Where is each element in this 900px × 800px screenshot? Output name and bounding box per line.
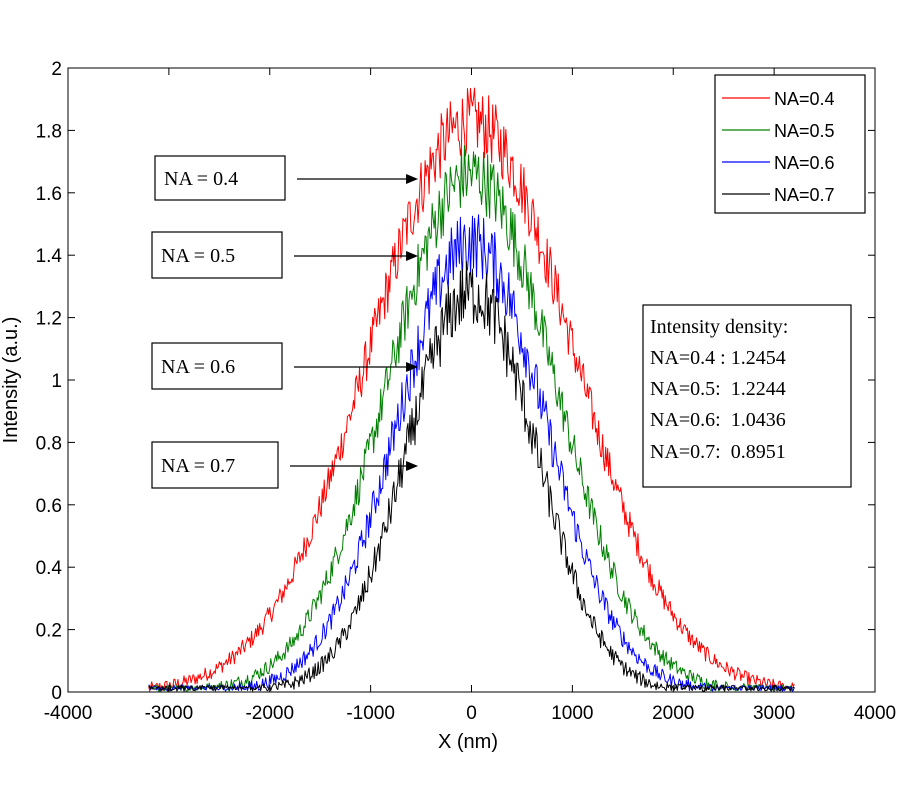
info-line-na05: NA=0.5: 1.2244: [650, 378, 786, 400]
callout-label: NA = 0.5: [161, 245, 235, 267]
callout-arrow-head: [406, 251, 419, 261]
callout-box: [151, 441, 279, 489]
callout-label: NA = 0.7: [161, 455, 235, 477]
legend-label-na06: NA=0.6: [774, 153, 835, 173]
callout-na6: NA = 0.6: [151, 342, 419, 390]
intensity-density-box: Intensity density: NA=0.4 : 1.2454 NA=0.…: [642, 304, 852, 488]
x-tick-label: -1000: [346, 703, 395, 724]
x-tick-label: -4000: [44, 703, 93, 724]
callout-label: NA = 0.6: [161, 356, 235, 378]
info-line-na06: NA=0.6: 1.0436: [650, 409, 786, 431]
legend-box: [714, 74, 866, 214]
series-line-na06: [148, 214, 795, 692]
callout-box: [151, 231, 283, 279]
y-tick-label: 1.2: [36, 309, 62, 330]
x-tick-label: -2000: [245, 703, 294, 724]
y-tick-label: 0.6: [36, 496, 62, 517]
info-box-title: Intensity density:: [650, 316, 788, 338]
legend: NA=0.4 NA=0.5 NA=0.6 NA=0.7: [714, 74, 866, 214]
callout-arrow-head: [406, 174, 419, 184]
series-line-na04: [148, 87, 795, 692]
legend-label-na05: NA=0.5: [774, 121, 835, 141]
info-line-na04: NA=0.4 : 1.2454: [650, 347, 786, 369]
x-tick-label: 4000: [854, 703, 896, 724]
x-tick-label: 2000: [652, 703, 694, 724]
y-tick-label: 1.8: [36, 121, 62, 142]
y-axis-title: Intensity (a.u.): [0, 317, 22, 444]
y-tick-label: 2: [51, 59, 62, 80]
y-tick-label: 1: [51, 371, 62, 392]
y-tick-label: 0: [51, 683, 62, 704]
series-line-na07: [148, 261, 795, 692]
x-tick-label: -3000: [145, 703, 194, 724]
y-tick-label: 1.6: [36, 184, 62, 205]
callout-box: [154, 155, 286, 201]
info-box-frame: [642, 304, 852, 488]
info-line-na07: NA=0.7: 0.8951: [650, 441, 786, 463]
y-tick-label: 0.2: [36, 621, 62, 642]
callout-na7: NA = 0.7: [151, 441, 419, 489]
y-tick-label: 0.4: [36, 558, 63, 579]
y-tick-label: 1.4: [36, 246, 63, 267]
callout-arrow-head: [406, 362, 419, 372]
callout-na4: NA = 0.4: [154, 155, 419, 201]
x-tick-label: 1000: [551, 703, 593, 724]
y-tick-label: 0.8: [36, 433, 62, 454]
legend-label-na07: NA=0.7: [774, 185, 835, 205]
callout-arrow-head: [406, 461, 419, 471]
x-axis-title: X (nm): [438, 731, 498, 753]
x-tick-label: 0: [466, 703, 477, 724]
x-tick-label: 3000: [753, 703, 795, 724]
series-line-na05: [148, 144, 795, 692]
callout-box: [151, 342, 283, 390]
callout-label: NA = 0.4: [164, 168, 238, 190]
callout-na5: NA = 0.5: [151, 231, 419, 279]
legend-label-na04: NA=0.4: [774, 89, 835, 109]
